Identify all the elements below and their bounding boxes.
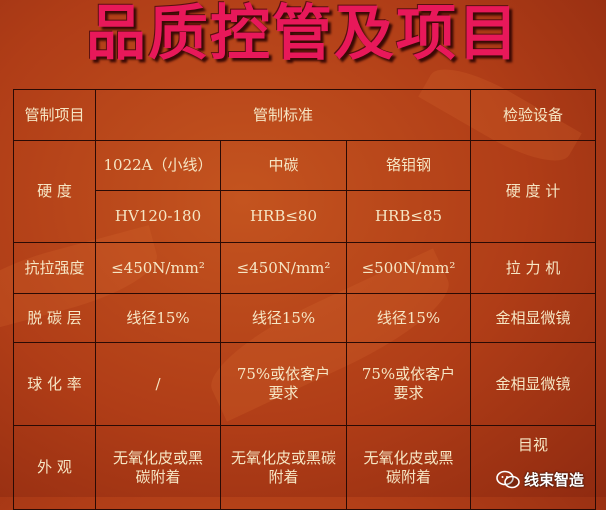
value-cell: HRB≤85 <box>347 191 471 243</box>
equipment-cell: 目视 <box>471 426 596 510</box>
value-cell: 无氧化皮或黑碳附着 <box>96 426 221 510</box>
value-cell: ≤500N/mm² <box>347 243 471 294</box>
row-label: 抗拉强度 <box>14 243 96 294</box>
equipment-cell: 金相显微镜 <box>471 343 596 426</box>
value-cell: 线径15% <box>221 294 347 343</box>
row-label: 球 化 率 <box>14 343 96 426</box>
value-cell: 无氧化皮或黑碳附着 <box>221 426 347 510</box>
row-label: 硬 度 <box>14 141 96 243</box>
equipment-cell: 金相显微镜 <box>471 294 596 343</box>
equipment-cell: 硬 度 计 <box>471 141 596 243</box>
value-cell: 线径15% <box>96 294 221 343</box>
watermark: 线束智造 <box>496 470 584 490</box>
value-cell: ≤450N/mm² <box>96 243 221 294</box>
value-cell: 线径15% <box>347 294 471 343</box>
value-cell: 75%或依客户要求 <box>221 343 347 426</box>
header-equipment: 检验设备 <box>471 90 596 141</box>
row-label: 脱 碳 层 <box>14 294 96 343</box>
header-standard: 管制标准 <box>96 90 471 141</box>
wechat-icon <box>496 470 520 489</box>
value-cell: ≤450N/mm² <box>221 243 347 294</box>
value-cell: 无氧化皮或黑碳附着 <box>347 426 471 510</box>
material-cell: 铬钼钢 <box>347 141 471 191</box>
slide-title: 品质控管及项目 <box>86 0 520 69</box>
value-cell: HV120-180 <box>96 191 221 243</box>
row-label: 外 观 <box>14 426 96 510</box>
header-item: 管制项目 <box>14 90 96 141</box>
material-cell: 1022A（小线） <box>96 141 221 191</box>
value-cell: HRB≤80 <box>221 191 347 243</box>
material-cell: 中碳 <box>221 141 347 191</box>
equipment-cell: 拉 力 机 <box>471 243 596 294</box>
watermark-text: 线束智造 <box>524 471 585 489</box>
value-cell: 75%或依客户要求 <box>347 343 471 426</box>
quality-control-table: 管制项目 管制标准 检验设备 硬 度 1022A（小线） 中碳 铬钼钢 硬 度 … <box>13 89 596 510</box>
value-cell: / <box>96 343 221 426</box>
